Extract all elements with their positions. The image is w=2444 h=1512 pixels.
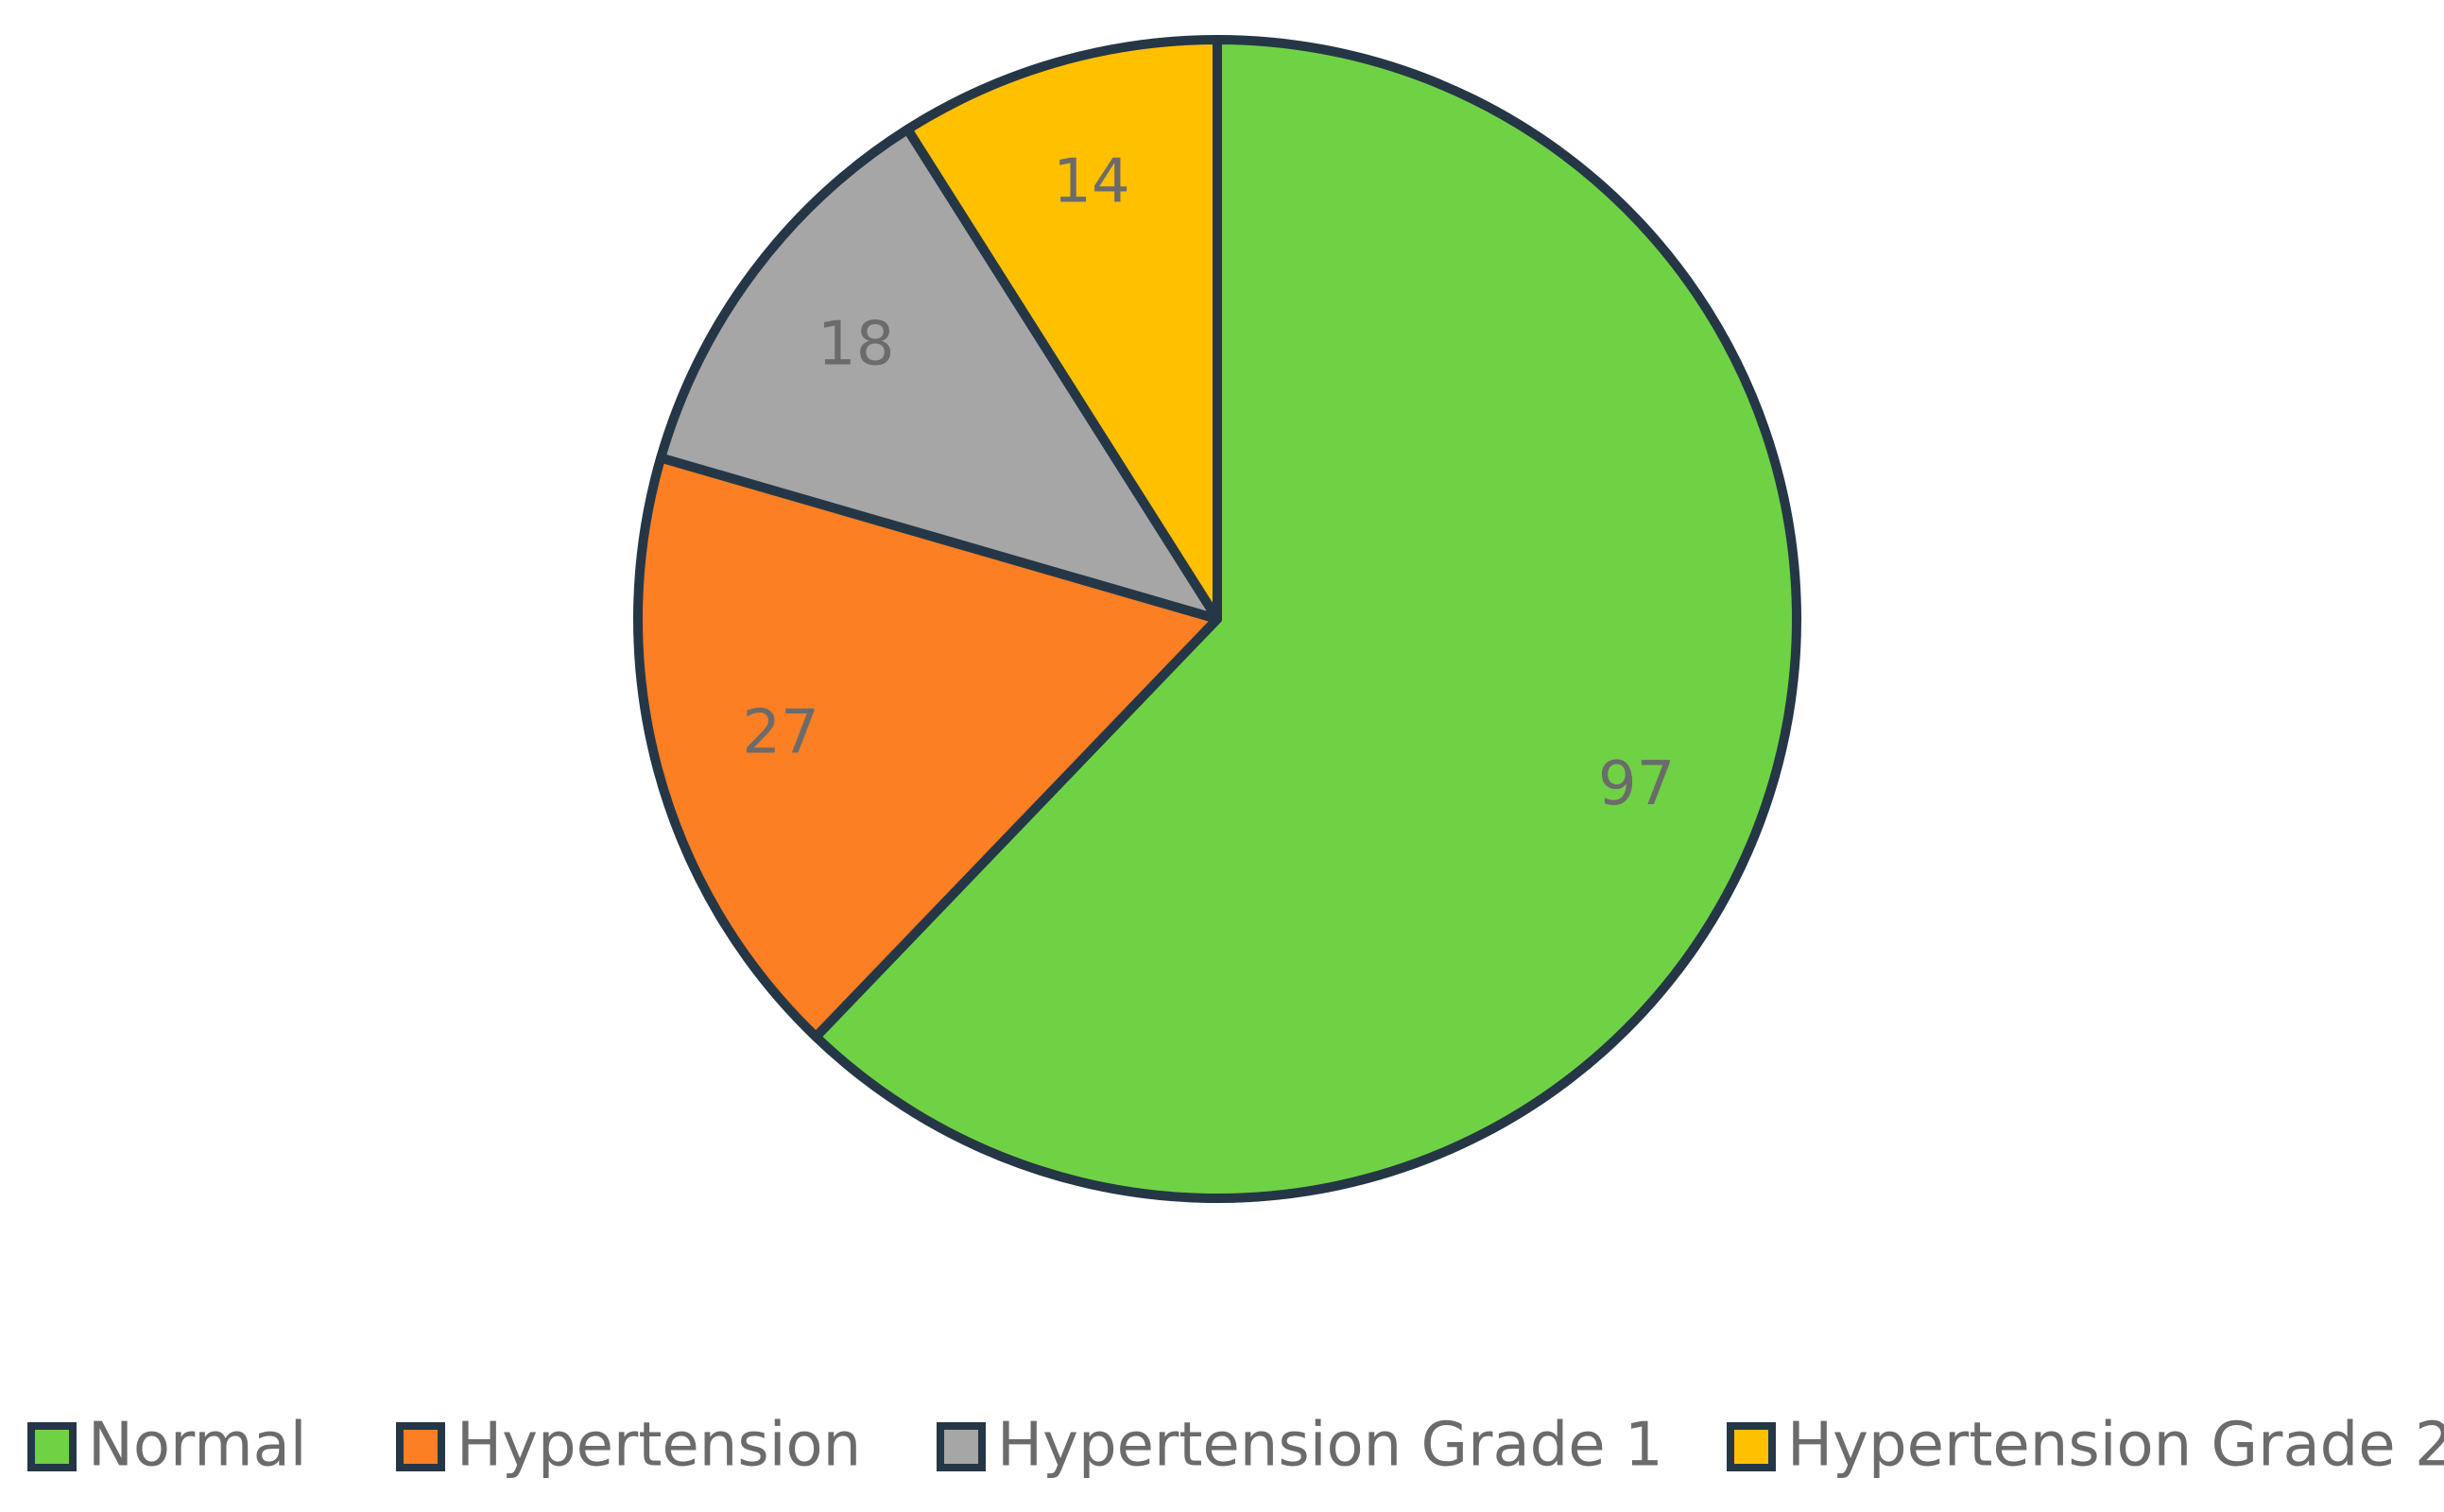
legend-label: Hypertension Grade 1 [997, 1411, 1663, 1481]
data-label: 97 [1598, 749, 1675, 819]
pie-slice [656, 124, 1222, 624]
legend-label: Hypertension Grade 2 [1787, 1411, 2444, 1481]
pie-slice [811, 35, 1801, 1203]
legend-swatch [1727, 1422, 1776, 1471]
data-label: 18 [818, 309, 894, 379]
legend-label: Normal [88, 1411, 307, 1481]
legend-swatch [937, 1422, 986, 1471]
pie-slice [903, 35, 1222, 624]
data-label: 14 [1053, 146, 1129, 216]
data-label: 27 [742, 697, 818, 767]
pie-slice [633, 453, 1222, 1042]
legend-swatch [27, 1422, 77, 1471]
legend-swatch [396, 1422, 445, 1471]
legend-label: Hypertension [456, 1411, 861, 1481]
